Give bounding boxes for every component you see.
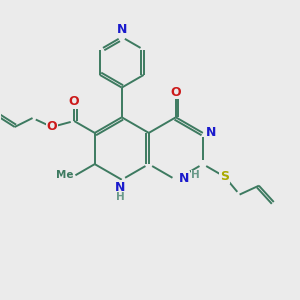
- Text: S: S: [220, 170, 229, 183]
- Text: O: O: [46, 121, 57, 134]
- Text: H: H: [116, 192, 125, 202]
- Text: N: N: [179, 172, 189, 185]
- Text: Me: Me: [56, 170, 74, 180]
- Text: H: H: [191, 170, 200, 180]
- Text: N: N: [115, 181, 125, 194]
- Text: N: N: [206, 126, 216, 140]
- Text: O: O: [170, 85, 181, 98]
- Text: N: N: [117, 22, 127, 36]
- Text: O: O: [69, 95, 80, 108]
